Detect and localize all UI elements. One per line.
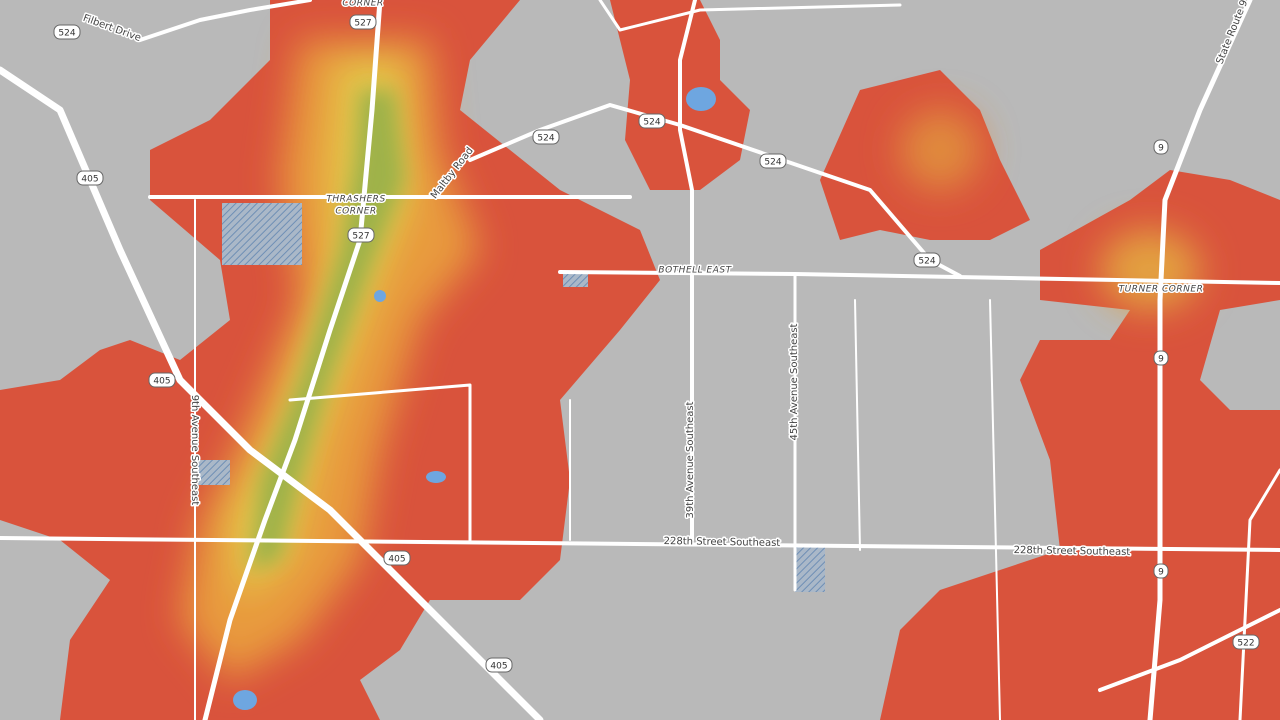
route-shield: 527 bbox=[347, 227, 375, 243]
route-shield: 524 bbox=[638, 113, 666, 129]
place-label: CORNER bbox=[335, 207, 376, 217]
hatched-areas bbox=[198, 203, 825, 592]
road-label: 39th Avenue Southeast bbox=[685, 401, 696, 518]
route-shield: 524 bbox=[53, 24, 81, 40]
road-label: 9th Avenue Southeast bbox=[189, 395, 200, 506]
road-label: 228th Street Southeast bbox=[1014, 545, 1131, 558]
route-shield: 527 bbox=[349, 14, 377, 30]
route-shield: 524 bbox=[532, 129, 560, 145]
route-shield: 405 bbox=[76, 170, 104, 186]
shield-box bbox=[1153, 139, 1169, 155]
shield-box bbox=[638, 113, 666, 129]
shield-box bbox=[532, 129, 560, 145]
route-shield: 405 bbox=[383, 550, 411, 566]
shield-label: 524 bbox=[643, 118, 660, 128]
shield-box bbox=[53, 24, 81, 40]
shield-box bbox=[148, 372, 176, 388]
route-shield: 524 bbox=[759, 153, 787, 169]
shield-label: 405 bbox=[153, 377, 170, 387]
shield-label: 405 bbox=[490, 662, 507, 672]
water bbox=[233, 87, 716, 710]
shield-box bbox=[347, 227, 375, 243]
shield-label: 524 bbox=[918, 257, 935, 267]
route-shield: 405 bbox=[148, 372, 176, 388]
shield-label: 9 bbox=[1158, 568, 1164, 578]
shield-box bbox=[485, 657, 513, 673]
road-label: 45th Avenue Southeast bbox=[789, 323, 800, 440]
shield-box bbox=[1153, 350, 1169, 366]
shield-label: 522 bbox=[1237, 639, 1254, 649]
route-shield: 9 bbox=[1153, 139, 1169, 155]
shield-box bbox=[913, 252, 941, 268]
route-shield: 9 bbox=[1153, 350, 1169, 366]
place-label: TURNER CORNER bbox=[1119, 285, 1204, 295]
shield-label: 524 bbox=[58, 29, 75, 39]
shield-box bbox=[759, 153, 787, 169]
place-label: THRASHERS bbox=[326, 195, 385, 205]
shield-box bbox=[349, 14, 377, 30]
shield-label: 405 bbox=[81, 175, 98, 185]
shield-label: 9 bbox=[1158, 144, 1164, 154]
shield-box bbox=[76, 170, 104, 186]
place-label: CORNER bbox=[342, 0, 383, 9]
shield-box bbox=[383, 550, 411, 566]
shield-label: 9 bbox=[1158, 355, 1164, 365]
shield-label: 405 bbox=[388, 555, 405, 565]
shield-label: 524 bbox=[764, 158, 781, 168]
shield-label: 527 bbox=[354, 19, 371, 29]
shield-label: 527 bbox=[352, 232, 369, 242]
shield-label: 524 bbox=[537, 134, 554, 144]
road-label: 228th Street Southeast bbox=[664, 536, 781, 549]
shield-box bbox=[1232, 634, 1260, 650]
place-label: BOTHELL EAST bbox=[658, 266, 732, 276]
shield-box bbox=[1153, 563, 1169, 579]
route-shield: 522 bbox=[1232, 634, 1260, 650]
route-shield: 524 bbox=[913, 252, 941, 268]
route-shield: 405 bbox=[485, 657, 513, 673]
route-shield: 9 bbox=[1153, 563, 1169, 579]
